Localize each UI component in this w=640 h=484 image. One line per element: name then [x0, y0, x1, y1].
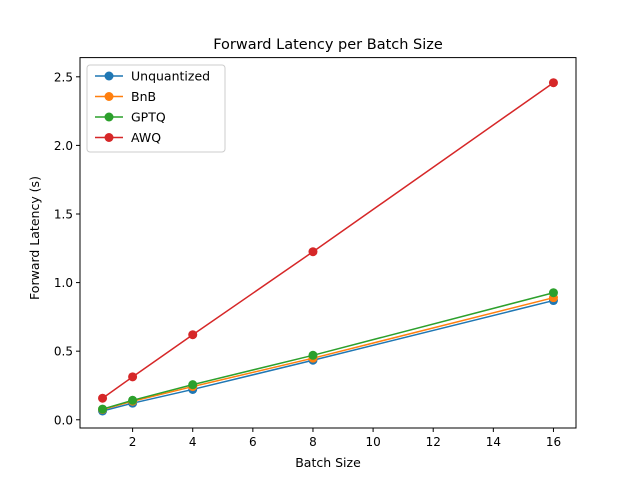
- y-tick-label: 0.0: [54, 413, 73, 427]
- x-tick-label: 16: [546, 435, 561, 449]
- data-point: [308, 350, 318, 360]
- legend-marker: [104, 133, 114, 142]
- series-awq: [98, 78, 558, 403]
- data-point: [188, 330, 198, 340]
- y-tick-label: 2.5: [54, 70, 73, 84]
- legend-label: GPTQ: [131, 110, 166, 125]
- data-point: [98, 404, 108, 414]
- x-tick-label: 14: [486, 435, 501, 449]
- legend-label: BnB: [131, 89, 156, 104]
- y-axis-label: Forward Latency (s): [27, 176, 42, 300]
- series-line: [102, 296, 554, 411]
- data-point: [128, 372, 138, 382]
- x-tick-label: 4: [189, 435, 197, 449]
- data-point: [188, 380, 198, 390]
- x-axis-label: Batch Size: [295, 455, 361, 470]
- y-tick-label: 1.0: [54, 276, 73, 290]
- x-tick-label: 12: [426, 435, 441, 449]
- data-point: [548, 78, 558, 88]
- legend-frame: [86, 64, 226, 153]
- x-tick-label: 6: [249, 435, 257, 449]
- legend: Unquantized BnB GPTQ AWQ: [86, 64, 226, 153]
- plot-frame: [79, 57, 577, 429]
- x-tick-label: 10: [365, 435, 380, 449]
- y-tick-label: 0.5: [54, 345, 73, 359]
- data-point: [128, 395, 138, 405]
- legend-label: AWQ: [131, 130, 161, 145]
- data-point: [548, 288, 558, 298]
- x-tick-label: 2: [129, 435, 137, 449]
- y-tick-label: 2.0: [54, 139, 73, 153]
- data-point: [308, 247, 318, 257]
- legend-marker: [104, 92, 114, 101]
- x-tick-label: 8: [309, 435, 317, 449]
- legend-marker: [104, 112, 114, 122]
- legend-label: Unquantized: [131, 69, 210, 84]
- series-gptq: [98, 288, 558, 414]
- data-point: [98, 393, 108, 403]
- chart-title: Forward Latency per Batch Size: [213, 37, 443, 53]
- legend-marker: [104, 71, 114, 81]
- series-line: [102, 299, 554, 412]
- y-tick-label: 1.5: [54, 207, 73, 221]
